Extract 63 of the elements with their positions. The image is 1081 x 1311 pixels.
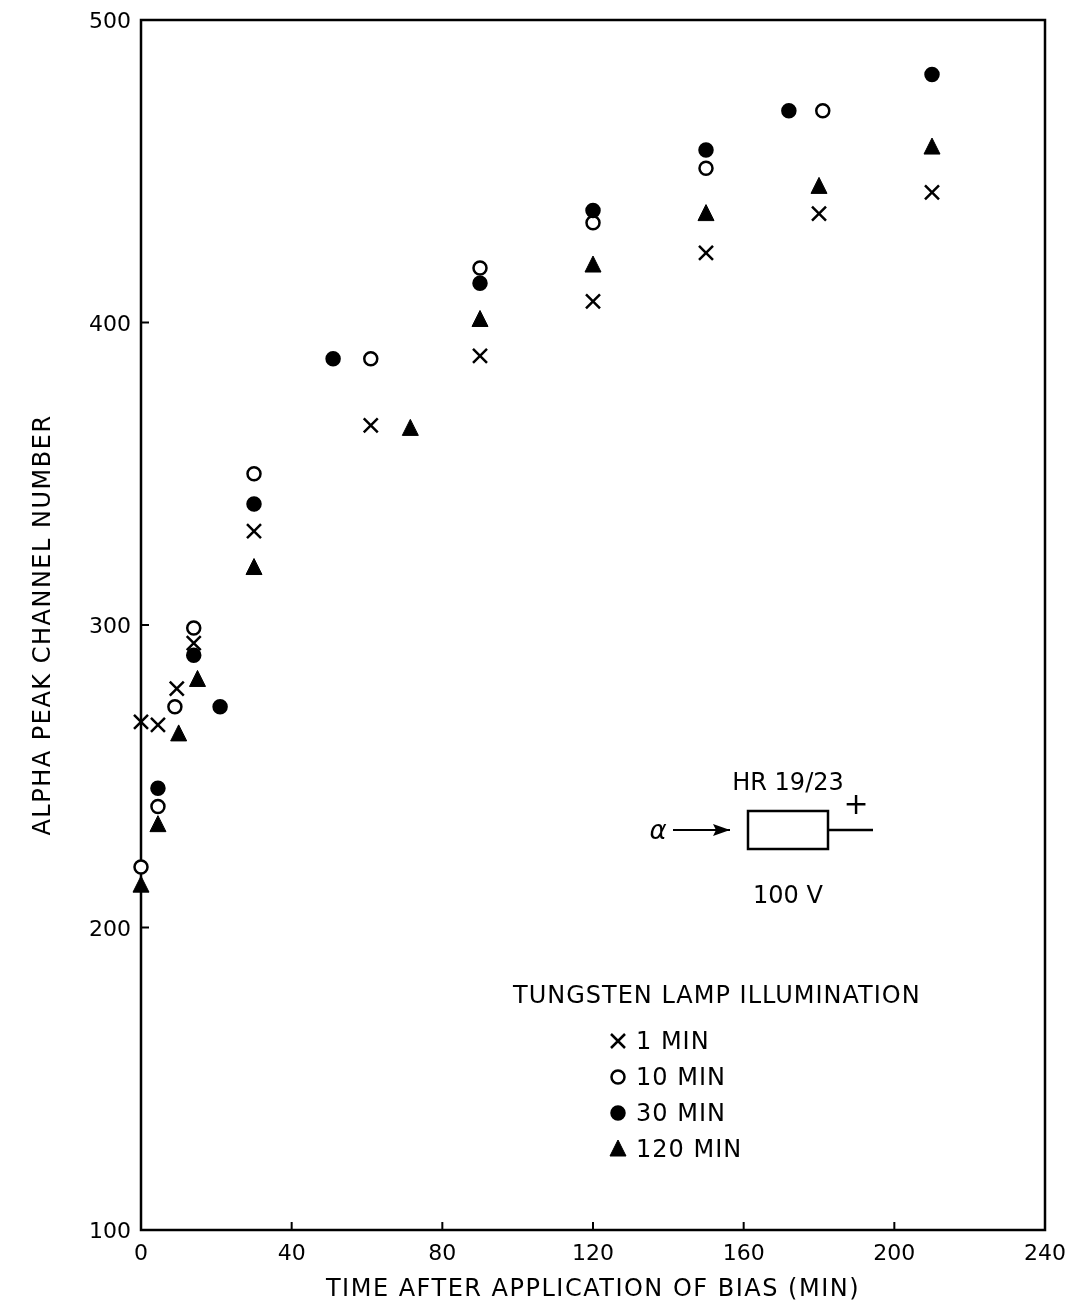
legend-label: 30 MIN	[636, 1099, 726, 1127]
annotation: α	[649, 815, 667, 845]
point	[212, 698, 228, 715]
point	[698, 142, 714, 158]
annotation: HR 19/23	[732, 768, 844, 796]
point	[189, 669, 206, 687]
x-tick-label: 120	[572, 1240, 614, 1265]
point	[697, 204, 715, 222]
point	[781, 103, 797, 119]
point	[472, 260, 488, 276]
point	[924, 66, 940, 83]
point	[401, 418, 419, 436]
legend-label: 120 MIN	[636, 1135, 743, 1163]
point	[923, 184, 941, 201]
x-tick-label: 200	[873, 1240, 916, 1265]
point	[471, 347, 489, 365]
point	[584, 255, 602, 273]
point	[150, 798, 166, 815]
point	[167, 698, 183, 715]
legend-title: TUNGSTEN LAMP ILLUMINATION	[512, 981, 921, 1009]
point	[168, 680, 186, 697]
x-tick-label: 160	[722, 1240, 765, 1265]
point	[362, 417, 380, 434]
point	[185, 620, 202, 636]
point	[245, 522, 263, 540]
point	[923, 137, 941, 155]
point	[815, 103, 831, 119]
annotation: +	[843, 786, 869, 821]
point	[132, 875, 150, 893]
x-axis-title: TIME AFTER APPLICATION OF BIAS (MIN)	[324, 1274, 861, 1302]
point	[585, 202, 601, 219]
x-tick-label: 240	[1024, 1240, 1066, 1265]
point	[246, 496, 262, 512]
point	[150, 780, 166, 797]
y-tick-label: 100	[89, 1218, 131, 1243]
point	[697, 244, 715, 262]
point	[471, 309, 489, 327]
point	[185, 647, 202, 663]
point	[810, 205, 828, 222]
point	[133, 859, 149, 875]
point	[185, 634, 202, 652]
y-tick-label: 400	[89, 310, 131, 336]
y-tick-label: 300	[89, 613, 131, 638]
point	[170, 724, 188, 742]
point	[584, 293, 602, 310]
point	[585, 214, 601, 231]
x-tick-label: 80	[428, 1240, 457, 1265]
y-tick-label: 200	[89, 915, 131, 941]
y-axis-title: ALPHA PEAK CHANNEL NUMBER	[28, 414, 56, 836]
point	[363, 351, 379, 367]
point	[698, 160, 714, 176]
point	[325, 351, 341, 367]
legend-label: 10 MIN	[636, 1063, 726, 1091]
point	[246, 466, 262, 482]
point	[810, 176, 828, 194]
x-tick-label: 0	[134, 1240, 148, 1265]
x-tick-label: 40	[277, 1240, 306, 1265]
point	[472, 275, 488, 291]
point	[245, 558, 263, 576]
annotation: 100 V	[753, 881, 824, 909]
y-tick-label: 500	[89, 8, 131, 33]
legend-label: 1 MIN	[636, 1027, 710, 1055]
point	[149, 815, 167, 833]
